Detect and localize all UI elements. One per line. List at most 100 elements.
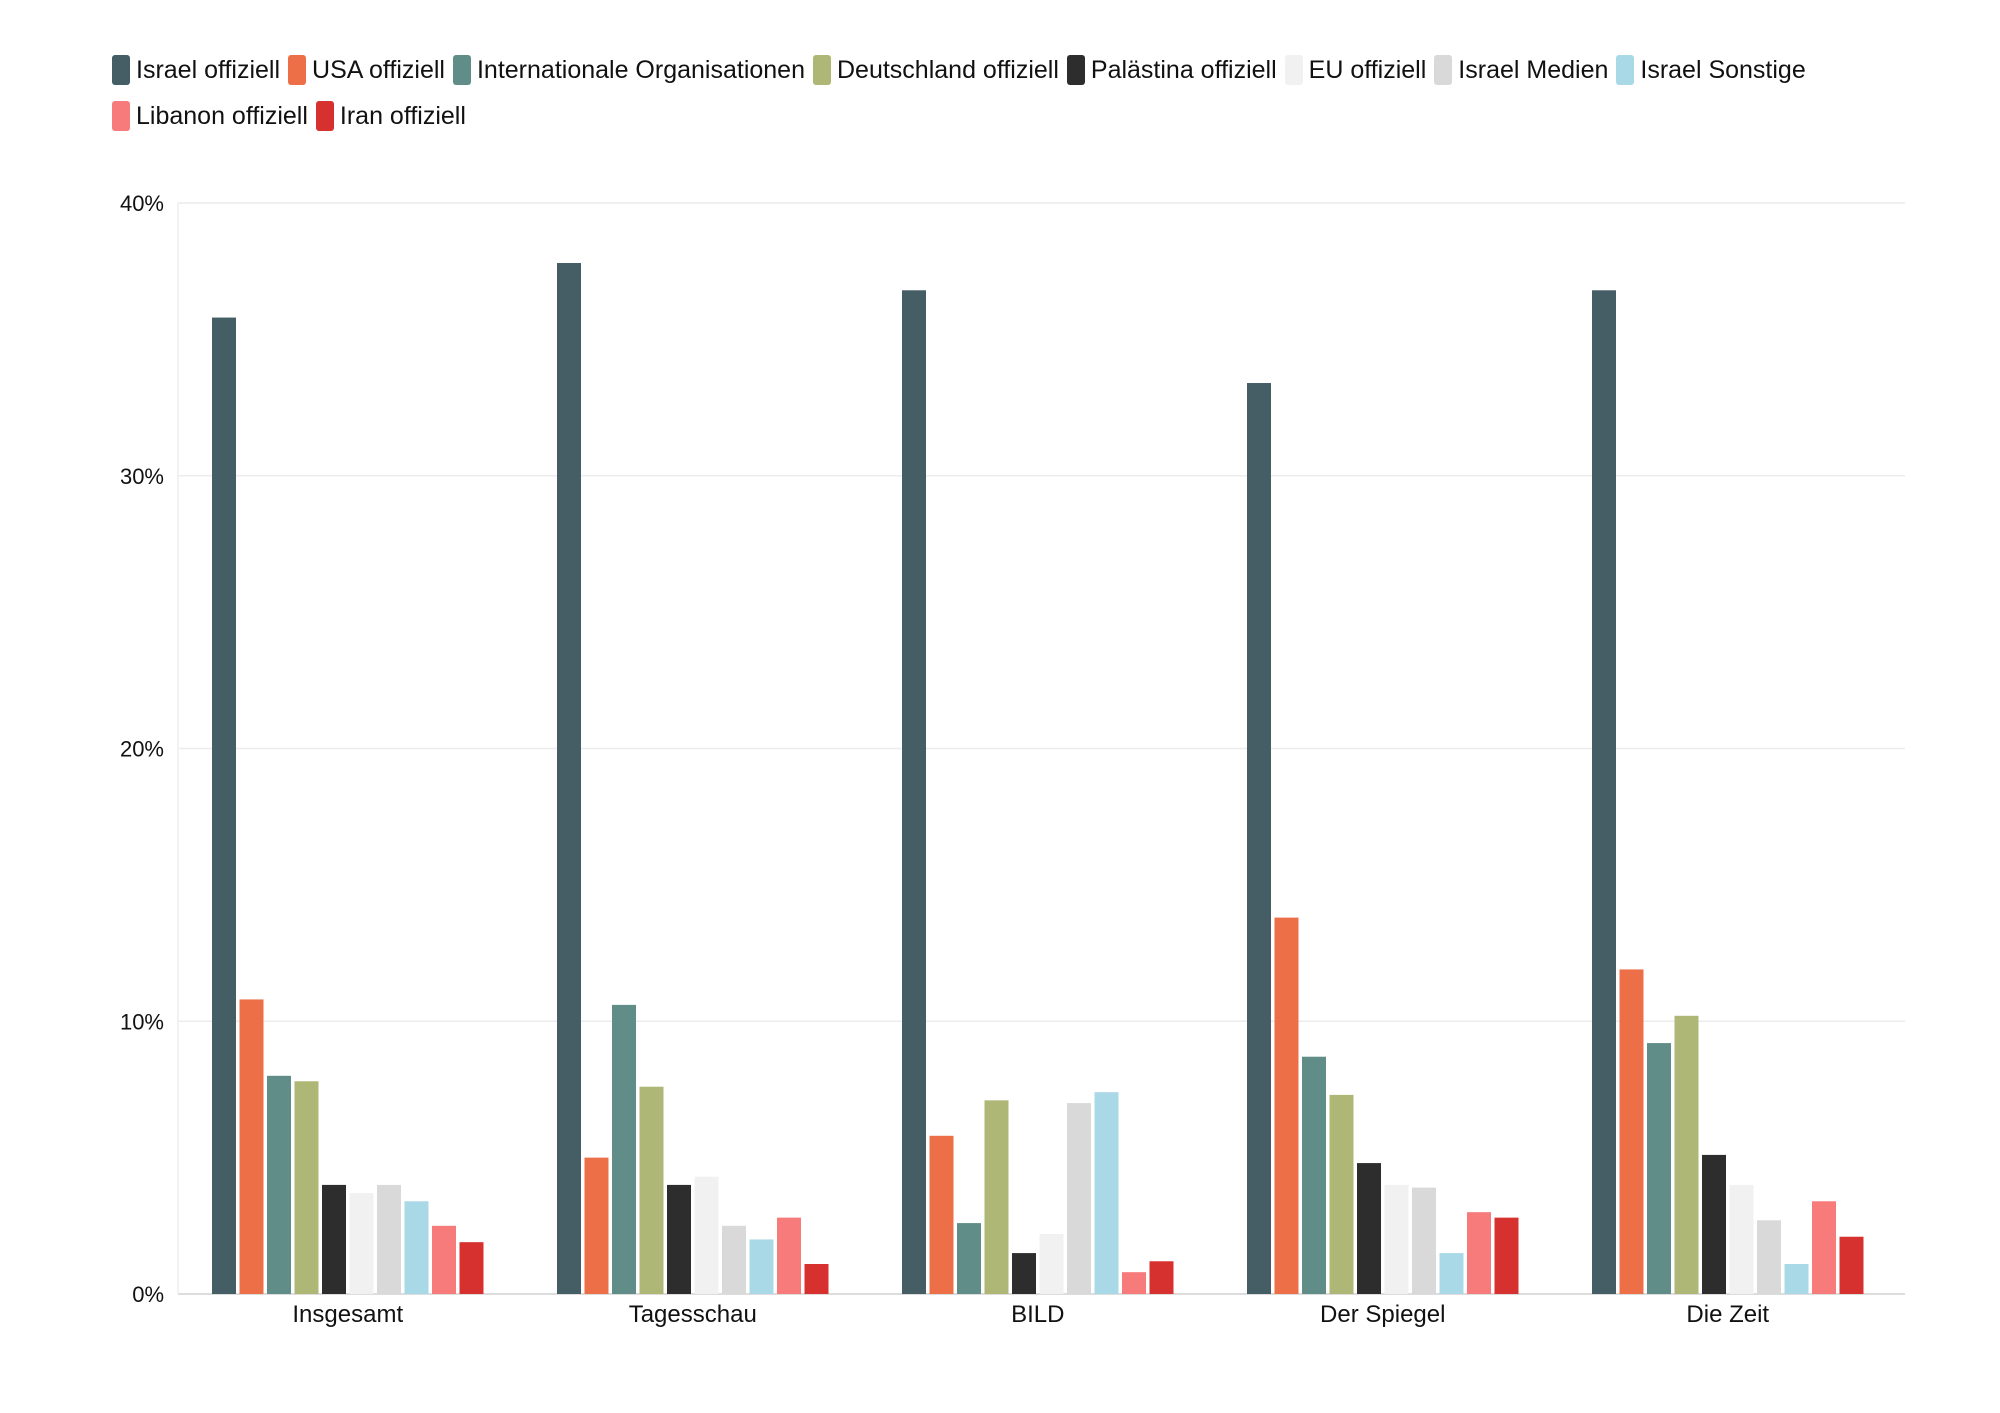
bar: [1494, 1217, 1519, 1294]
axis-labels: 0% 10% 20% 30% 40% Insgesamt Tagesschau BILD Der…: [120, 191, 1769, 1328]
bar: [1439, 1253, 1464, 1294]
bar: [349, 1193, 374, 1294]
legend-item[interactable]: Israel Medien: [1434, 54, 1608, 86]
legend-swatch: [813, 55, 831, 85]
x-category-label: Tagesschau: [629, 1301, 757, 1328]
legend-swatch: [1616, 55, 1635, 85]
bar: [1729, 1184, 1754, 1294]
bar: [1839, 1236, 1864, 1294]
bar: [1592, 290, 1616, 1294]
bar: [459, 1242, 484, 1294]
legend-swatch: [452, 55, 471, 85]
bar: [612, 1004, 636, 1294]
bar: [1757, 1220, 1781, 1294]
bar: [1412, 1187, 1436, 1294]
bar: [1012, 1253, 1036, 1294]
bar: [667, 1184, 691, 1294]
legend-label: Israel offiziell: [136, 56, 281, 84]
legend-label: Israel Sonstige: [1640, 56, 1806, 84]
bar: [984, 1100, 1009, 1294]
bar-group: [902, 290, 1174, 1294]
bar: [1274, 917, 1299, 1294]
grid-lines: [177, 202, 1905, 1295]
bar-group: [212, 317, 484, 1294]
y-tick-label: 20%: [120, 737, 164, 762]
bar: [1702, 1154, 1726, 1294]
legend-label: Palästina offiziell: [1090, 56, 1277, 84]
x-category-label: Der Spiegel: [1320, 1301, 1445, 1328]
bar: [557, 263, 581, 1294]
legend-swatch: [112, 101, 130, 131]
x-category-label: Die Zeit: [1686, 1301, 1769, 1328]
y-tick-label: 40%: [120, 191, 164, 216]
legend-label: USA offiziell: [312, 56, 445, 84]
bar: [1647, 1043, 1671, 1294]
legend-swatch: [1434, 55, 1453, 85]
bar: [639, 1086, 664, 1294]
bar: [902, 290, 926, 1294]
legend-label: Iran offiziell: [339, 102, 466, 130]
legend-item[interactable]: Deutschland offiziell: [813, 54, 1059, 86]
bar: [294, 1081, 319, 1294]
legend-swatch: [112, 55, 130, 85]
bar: [239, 999, 264, 1294]
bar: [1094, 1092, 1119, 1294]
bar: [1302, 1056, 1326, 1294]
bar: [1122, 1272, 1146, 1294]
legend-item[interactable]: Libanon offiziell: [112, 100, 308, 132]
legend-item[interactable]: Internationale Organisationen: [452, 54, 805, 86]
bar: [1149, 1261, 1174, 1294]
legend-label: Israel Medien: [1458, 56, 1609, 84]
x-category-label: Insgesamt: [292, 1301, 403, 1328]
bar: [1039, 1233, 1064, 1294]
legend-label: Deutschland offiziell: [837, 56, 1059, 84]
y-tick-label: 30%: [120, 464, 164, 489]
bar: [1812, 1201, 1836, 1294]
legend-swatch: [288, 55, 307, 85]
bar: [584, 1157, 609, 1294]
y-tick-label: 0%: [132, 1282, 164, 1307]
x-category-label: BILD: [1011, 1301, 1064, 1328]
bar: [404, 1201, 429, 1294]
bar: [1384, 1184, 1409, 1294]
bar: [1674, 1015, 1699, 1294]
legend-item[interactable]: Palästina offiziell: [1066, 54, 1277, 86]
bar: [694, 1176, 719, 1294]
legend-swatch: [1284, 55, 1303, 85]
legend-item[interactable]: EU offiziell: [1284, 54, 1427, 86]
legend-item[interactable]: Israel Sonstige: [1616, 54, 1806, 86]
legend-label: Libanon offiziell: [136, 102, 308, 130]
bar: [1619, 969, 1644, 1294]
bar: [929, 1135, 954, 1294]
bar: [957, 1223, 981, 1294]
bar: [804, 1263, 829, 1294]
bar: [212, 317, 236, 1294]
bar: [1067, 1103, 1091, 1294]
bar: [1357, 1163, 1381, 1294]
bar: [749, 1239, 774, 1294]
legend-item[interactable]: USA offiziell: [288, 54, 445, 86]
bar: [777, 1217, 801, 1294]
bar: [432, 1225, 456, 1294]
bar-group: [1592, 290, 1864, 1294]
legend-label: EU offiziell: [1308, 56, 1427, 84]
bar-group: [1247, 383, 1519, 1294]
bar: [722, 1225, 746, 1294]
y-tick-label: 10%: [120, 1009, 164, 1034]
bar: [1784, 1263, 1809, 1294]
legend-item[interactable]: Iran offiziell: [315, 100, 466, 132]
legend-item[interactable]: Israel offiziell: [112, 54, 280, 86]
chart-legend: Israel offiziell USA offiziell Internation…: [112, 54, 1912, 132]
bar-group: [557, 263, 829, 1294]
bar: [377, 1184, 401, 1294]
legend-label: Internationale Organisationen: [476, 56, 805, 84]
bar: [1247, 383, 1271, 1294]
bar: [267, 1075, 291, 1294]
bar: [322, 1184, 346, 1294]
bar: [1329, 1094, 1354, 1294]
bar: [1467, 1212, 1491, 1294]
legend-swatch: [315, 101, 334, 131]
legend-swatch: [1066, 55, 1085, 85]
bars: [212, 263, 1864, 1294]
